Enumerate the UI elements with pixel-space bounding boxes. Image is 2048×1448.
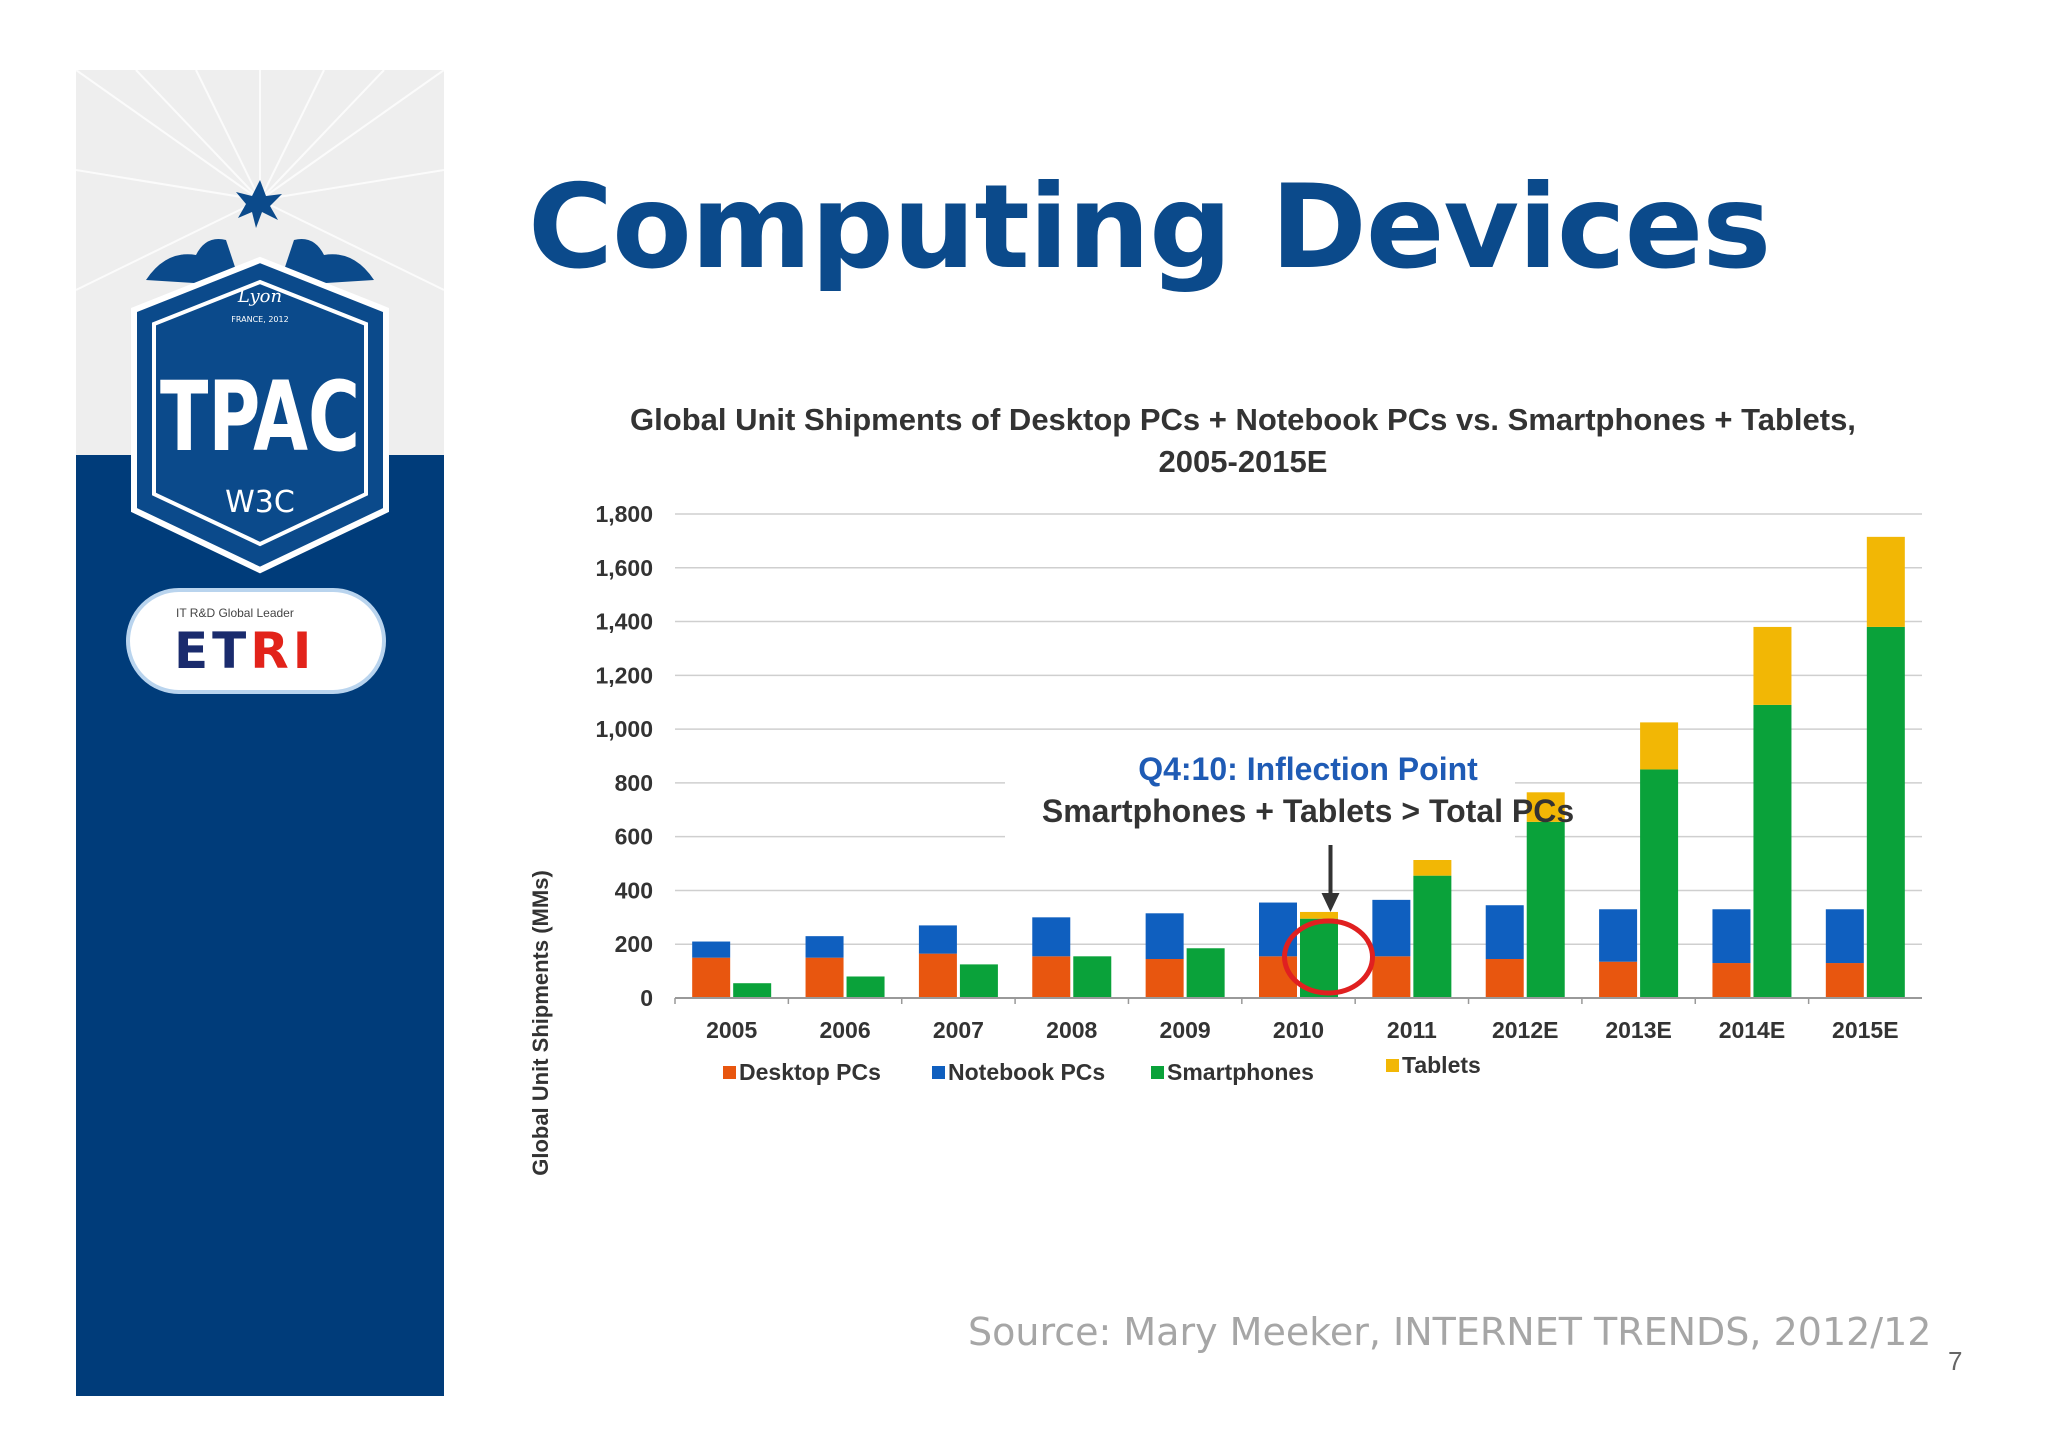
x-tick-label-2013e: 2013E — [1605, 1017, 1672, 1043]
bar-notebook-pcs-2012e — [1485, 905, 1524, 960]
bar-tablets-2014e — [1753, 626, 1792, 705]
etri-suffix: RI — [250, 622, 316, 680]
bar-smartphones-2005 — [733, 983, 772, 998]
bar-smartphones-2006 — [846, 976, 885, 998]
bar-smartphones-2014e — [1753, 704, 1792, 998]
bar-desktop-pcs-2009 — [1145, 959, 1184, 998]
shield-icon — [131, 256, 389, 574]
x-tick-label-2010: 2010 — [1273, 1017, 1324, 1043]
y-tick-label: 0 — [640, 985, 653, 1011]
x-tick-label-2014e: 2014E — [1719, 1017, 1786, 1043]
etri-prefix: ET — [174, 622, 251, 680]
lyon-text: Lyon — [237, 286, 282, 307]
bar-layer — [692, 536, 1905, 998]
bar-tablets-2012e — [1526, 792, 1565, 822]
bar-tablets-2011 — [1413, 855, 1452, 876]
y-tick-label: 1,400 — [595, 609, 653, 635]
lions-icon — [146, 239, 374, 285]
bar-notebook-pcs-2005 — [692, 941, 731, 958]
x-tick-label-2012e: 2012E — [1492, 1017, 1559, 1043]
y-tick-label: 1,800 — [595, 501, 653, 527]
bar-desktop-pcs-2007 — [918, 953, 957, 998]
bar-smartphones-2008 — [1073, 956, 1112, 998]
tpac-crest-logo: Lyon FRANCE, 2012 TPAC W3C — [76, 70, 444, 574]
stacked-bar-chart: Global Unit Shipments of Desktop PCs + N… — [528, 402, 1922, 1176]
w3c-text: W3C — [225, 485, 295, 520]
bar-smartphones-2007 — [959, 964, 998, 998]
x-tick-label-2015e: 2015E — [1832, 1017, 1899, 1043]
bar-smartphones-2010 — [1300, 918, 1338, 998]
legend-label-tablets: Tablets — [1402, 1052, 1481, 1078]
legend-label-desktop-pcs: Desktop PCs — [739, 1059, 881, 1085]
legend-swatch-tablets — [1386, 1059, 1399, 1072]
bar-desktop-pcs-2015e — [1825, 963, 1864, 998]
bar-smartphones-2015e — [1866, 626, 1905, 998]
france-text: FRANCE, 2012 — [231, 315, 288, 324]
y-tick-label: 1,000 — [595, 716, 653, 742]
annotation-line2: Smartphones + Tablets > Total PCs — [1042, 793, 1574, 829]
y-axis-label: Global Unit Shipments (MMs) — [528, 870, 553, 1176]
bar-tablets-2010 — [1300, 911, 1338, 919]
bar-smartphones-2012e — [1526, 821, 1565, 998]
legend-swatch-notebook-pcs — [932, 1066, 945, 1079]
sidebar: Lyon FRANCE, 2012 TPAC W3C IT R&D Global… — [76, 70, 444, 1396]
chart-title-line2: 2005-2015E — [1159, 444, 1328, 479]
page-number: 7 — [1948, 1346, 1963, 1376]
legend-swatch-desktop-pcs — [723, 1066, 736, 1079]
y-tick-label: 400 — [615, 877, 653, 903]
bar-notebook-pcs-2013e — [1599, 909, 1638, 962]
x-tick-label-2009: 2009 — [1160, 1017, 1211, 1043]
bar-notebook-pcs-2015e — [1825, 909, 1864, 964]
annotation-layer: Q4:10: Inflection Point Smartphones + Ta… — [1005, 751, 1574, 996]
legend-swatch-smartphones — [1151, 1066, 1164, 1079]
y-tick-label: 600 — [615, 824, 653, 850]
annotation-background — [1005, 760, 1515, 860]
arrow-down-icon — [1321, 893, 1340, 912]
x-tick-label-2005: 2005 — [706, 1017, 757, 1043]
bar-desktop-pcs-2011 — [1372, 956, 1411, 998]
star-icon — [236, 180, 282, 228]
legend-label-notebook-pcs: Notebook PCs — [948, 1059, 1105, 1085]
x-tick-label-2006: 2006 — [819, 1017, 870, 1043]
page-title: Computing Devices — [528, 160, 1771, 295]
bar-desktop-pcs-2006 — [805, 957, 844, 998]
bar-notebook-pcs-2011 — [1372, 899, 1411, 957]
annotation-line1: Q4:10: Inflection Point — [1138, 751, 1478, 787]
grid-layer — [675, 513, 1922, 945]
bar-smartphones-2009 — [1186, 948, 1225, 998]
bar-notebook-pcs-2014e — [1712, 909, 1751, 964]
bar-tablets-2015e — [1866, 536, 1905, 627]
etri-logo-badge: IT R&D Global Leader ETRI — [126, 588, 386, 694]
source-citation: Source: Mary Meeker, INTERNET TRENDS, 20… — [968, 1310, 1932, 1354]
y-tick-label: 1,200 — [595, 662, 653, 688]
legend-label-smartphones: Smartphones — [1167, 1059, 1314, 1085]
chart-title-line1: Global Unit Shipments of Desktop PCs + N… — [630, 402, 1856, 437]
bar-notebook-pcs-2006 — [805, 936, 844, 958]
bar-desktop-pcs-2014e — [1712, 963, 1751, 998]
y-tick-label: 800 — [615, 770, 653, 796]
bar-desktop-pcs-2008 — [1032, 956, 1071, 998]
bar-notebook-pcs-2010 — [1259, 902, 1297, 957]
bar-tablets-2013e — [1640, 722, 1679, 770]
bar-notebook-pcs-2009 — [1145, 913, 1184, 960]
bar-smartphones-2013e — [1640, 769, 1679, 998]
bar-notebook-pcs-2007 — [918, 925, 957, 954]
bar-desktop-pcs-2013e — [1599, 961, 1638, 998]
bar-notebook-pcs-2008 — [1032, 917, 1071, 957]
etri-tagline: IT R&D Global Leader — [176, 606, 294, 620]
axis-layer: 0 200 400 600 800 1,000 1,200 1,400 1,600 1,800 20… — [595, 501, 1922, 1043]
sunburst-rays — [76, 70, 444, 291]
bar-smartphones-2011 — [1413, 875, 1452, 998]
tpac-text: TPAC — [160, 361, 360, 473]
x-tick-label-2008: 2008 — [1046, 1017, 1097, 1043]
etri-logo: ETRI — [174, 622, 315, 680]
inflection-circle — [1282, 918, 1375, 996]
x-tick-label-2007: 2007 — [933, 1017, 984, 1043]
x-tick-label-2011: 2011 — [1387, 1017, 1437, 1043]
y-tick-label: 200 — [615, 931, 653, 957]
legend: Desktop PCs Notebook PCs Smartphones Tablet… — [723, 1052, 1481, 1085]
bar-desktop-pcs-2005 — [692, 957, 731, 998]
bar-desktop-pcs-2012e — [1485, 959, 1524, 998]
y-tick-label: 1,600 — [595, 555, 653, 581]
